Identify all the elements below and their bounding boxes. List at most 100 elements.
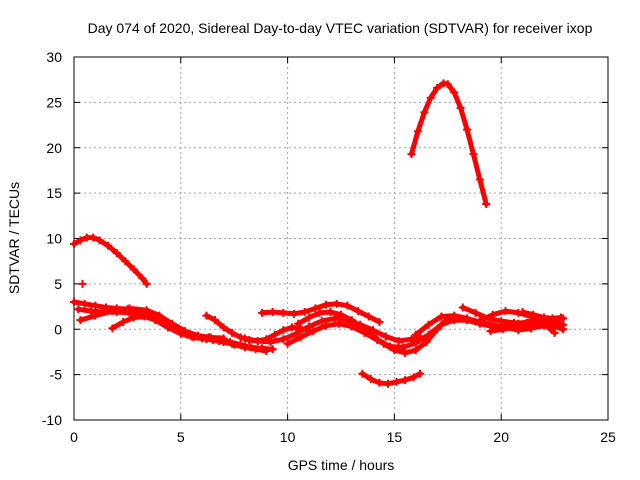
data-point — [290, 309, 299, 318]
data-point — [121, 257, 130, 266]
data-point — [437, 312, 446, 321]
data-point — [463, 125, 472, 134]
x-tick-label: 15 — [387, 429, 403, 445]
data-point — [300, 308, 309, 317]
data-point — [87, 307, 96, 316]
data-point — [426, 93, 435, 102]
data-point — [91, 301, 100, 310]
data-point — [497, 317, 506, 326]
data-point — [228, 328, 237, 337]
data-point — [518, 308, 527, 317]
data-point — [332, 299, 341, 308]
y-tick-label: 10 — [46, 231, 62, 247]
data-point — [161, 318, 170, 327]
data-point — [112, 249, 121, 258]
data-point — [550, 322, 559, 331]
data-point — [74, 305, 83, 314]
data-point — [360, 328, 369, 337]
data-point — [89, 233, 98, 242]
data-point — [347, 322, 356, 331]
data-point — [486, 327, 495, 336]
data-point — [172, 325, 181, 334]
data-point — [257, 344, 266, 353]
data-point — [202, 311, 211, 320]
data-point — [539, 313, 548, 322]
data-point — [407, 150, 416, 159]
data-point — [337, 310, 345, 319]
data-point — [354, 307, 363, 316]
x-axis-label: GPS time / hours — [288, 457, 395, 473]
x-tick-label: 25 — [600, 429, 616, 445]
data-point — [70, 298, 78, 307]
data-point — [142, 306, 151, 315]
data-point — [304, 313, 313, 322]
series-line — [109, 314, 276, 352]
data-point — [140, 312, 149, 321]
data-point — [401, 376, 410, 385]
data-point — [76, 236, 85, 245]
data-point — [183, 330, 192, 339]
data-point — [398, 343, 407, 352]
data-point — [416, 369, 425, 378]
x-tick-label: 20 — [493, 429, 509, 445]
data-point — [225, 337, 234, 346]
data-point — [296, 333, 305, 342]
data-point — [424, 330, 433, 339]
data-point — [529, 310, 538, 319]
gridlines — [74, 57, 608, 420]
data-point — [437, 320, 446, 329]
series-arc-5 — [108, 312, 277, 354]
data-point — [381, 332, 390, 341]
series-arc-17 — [518, 308, 566, 323]
data-point — [364, 312, 373, 321]
data-point — [119, 317, 128, 326]
data-point — [257, 308, 266, 317]
data-point — [236, 340, 245, 349]
data-point — [91, 311, 100, 320]
data-point — [392, 377, 401, 386]
data-point — [499, 325, 508, 334]
data-point — [311, 304, 320, 313]
data-point — [70, 239, 78, 248]
chart-title: Day 074 of 2020, Sidereal Day-to-day VTE… — [88, 20, 593, 36]
data-point — [456, 103, 465, 112]
y-axis-label: SDTVAR / TECUs — [6, 182, 22, 294]
data-point — [322, 300, 331, 309]
data-point — [413, 127, 422, 136]
data-point — [334, 319, 343, 328]
y-tick-label: 5 — [54, 276, 62, 292]
data-point — [424, 320, 433, 329]
data-point — [458, 303, 467, 312]
data-point — [475, 317, 484, 326]
data-point — [294, 319, 303, 328]
data-point — [304, 322, 313, 331]
x-tick-label: 5 — [177, 429, 185, 445]
data-point — [501, 307, 510, 316]
data-point — [268, 345, 277, 354]
data-point — [401, 348, 410, 357]
y-tick-label: 30 — [46, 49, 62, 65]
data-point — [394, 337, 403, 346]
data-point — [108, 307, 117, 316]
data-point — [253, 337, 262, 346]
y-tick-label: 15 — [46, 185, 62, 201]
data-marks — [70, 79, 568, 388]
data-point — [548, 314, 557, 323]
data-point — [108, 324, 117, 333]
data-point — [512, 322, 521, 331]
data-point — [433, 83, 442, 92]
y-tick-label: 0 — [54, 321, 62, 337]
data-point — [482, 200, 491, 209]
data-point — [292, 329, 301, 338]
data-point — [247, 343, 256, 352]
data-point — [450, 311, 459, 320]
tick-labels: 0 5 10 15 20 25 -10 -5 0 5 10 15 20 25 30 — [42, 49, 616, 445]
data-point — [309, 327, 318, 336]
series-arc-8 — [257, 299, 384, 326]
data-point — [409, 373, 418, 382]
y-tick-label: -10 — [42, 412, 62, 428]
series-arc-16 — [486, 319, 568, 336]
data-point — [469, 150, 478, 159]
data-point — [287, 323, 296, 332]
